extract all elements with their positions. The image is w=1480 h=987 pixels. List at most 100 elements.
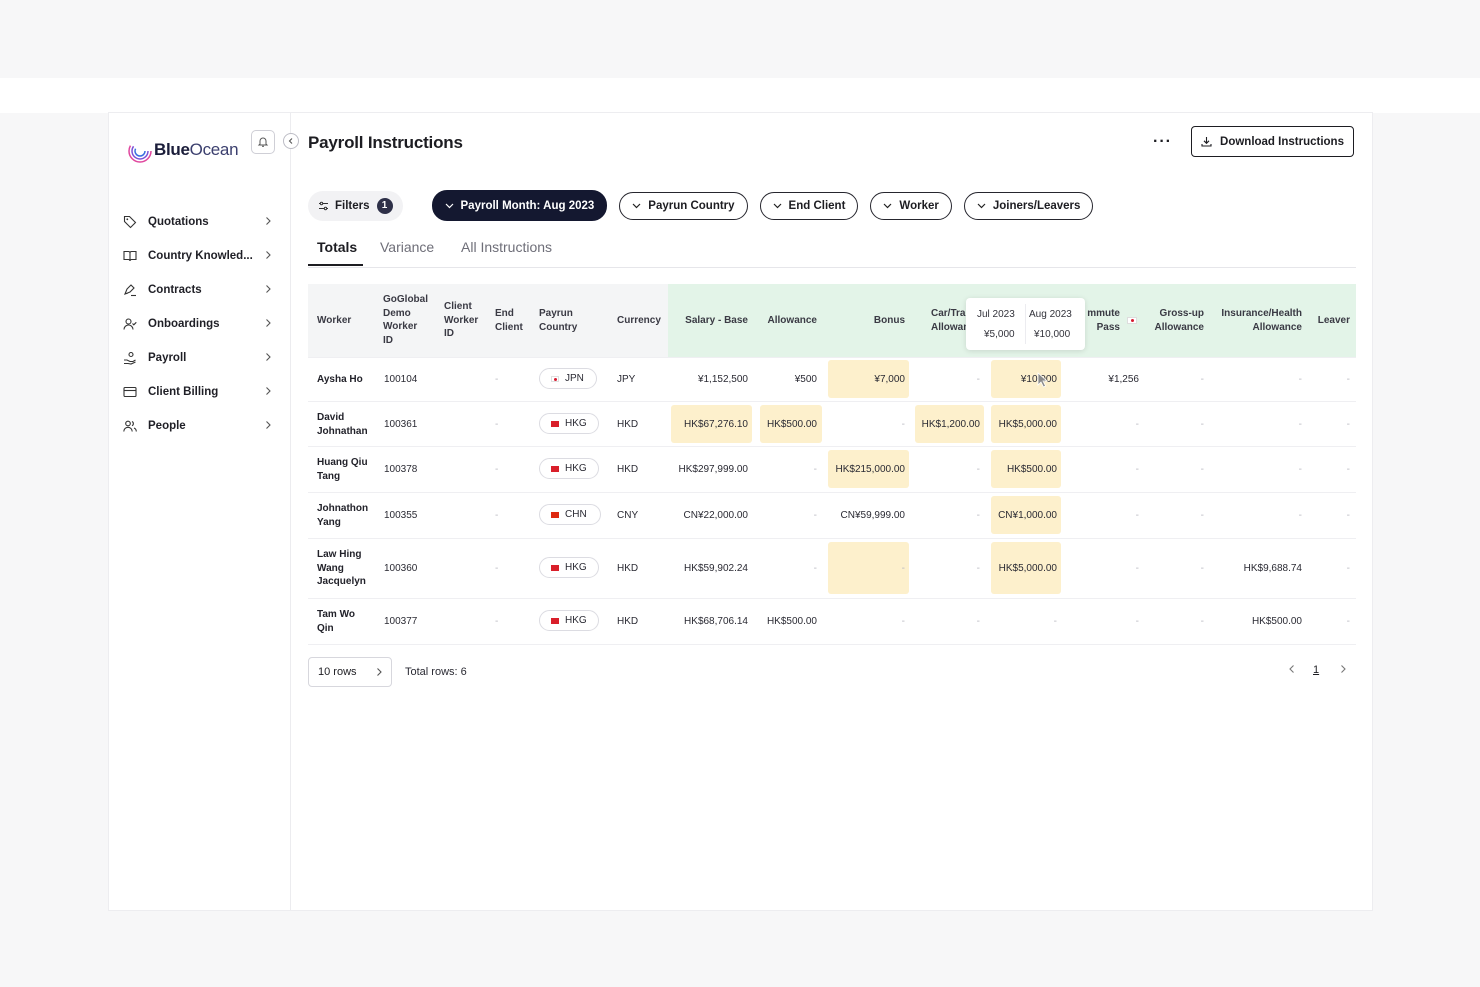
row-car-allowance: - (976, 563, 980, 574)
tab-variance[interactable]: Variance (380, 239, 435, 255)
variance-tooltip: Jul 2023 Aug 2023 ¥5,000 ¥10,000 (966, 298, 1085, 350)
row-car-allowance[interactable]: HK$1,200.00 (921, 419, 980, 430)
row-commute-pass: - (1135, 563, 1139, 574)
row-end-client: - (495, 419, 499, 430)
page-number-1[interactable]: 1 (1313, 664, 1320, 676)
row-divider (308, 492, 1356, 493)
filters-button[interactable]: Filters 1 (308, 190, 403, 221)
row-variance-cell[interactable]: HK$5,000.00 (998, 563, 1057, 574)
row-variance-cell[interactable]: HK$5,000.00 (998, 419, 1057, 430)
col-header-grossup-allowance[interactable]: Gross-up Allowance (1154, 308, 1204, 333)
row-bonus[interactable]: - (901, 563, 905, 574)
chevron-right-icon (264, 250, 272, 263)
sidebar: BlueOcean Quotations Country Knowled... … (109, 113, 299, 910)
sidebar-item-contracts[interactable]: Contracts (109, 273, 290, 307)
row-worker-name[interactable]: David Johnathan (317, 412, 368, 437)
row-grossup: - (1200, 563, 1204, 574)
filter-chip-payroll-month[interactable]: Payroll Month: Aug 2023 (431, 190, 608, 221)
chevron-right-icon (264, 216, 272, 229)
sidebar-item-label: People (148, 420, 186, 432)
changed-cell-highlight (828, 450, 909, 488)
row-worker-name[interactable]: Tam Wo Qin (317, 609, 355, 634)
row-salary-base: HK$68,706.14 (684, 616, 748, 627)
row-worker-name[interactable]: Johnathon Yang (317, 503, 369, 528)
col-header-worker[interactable]: Worker (317, 315, 352, 326)
row-grossup: - (1200, 419, 1204, 430)
download-instructions-button[interactable]: Download Instructions (1191, 126, 1354, 157)
filter-chip-payrun-country[interactable]: Payrun Country (619, 191, 748, 220)
row-divider (308, 401, 1356, 402)
row-bonus[interactable]: HK$215,000.00 (835, 464, 905, 475)
col-header-leaver[interactable]: Leaver (1317, 315, 1350, 326)
cn-flag-icon (551, 511, 559, 518)
col-header-commute-pass[interactable]: mmute Pass (1087, 308, 1120, 333)
row-insurance: HK$9,688.74 (1243, 563, 1302, 574)
row-salary-base[interactable]: HK$67,276.10 (684, 419, 748, 430)
rows-per-page-select[interactable]: 10 rows (308, 657, 392, 687)
col-header-client-worker-id[interactable]: Client Worker ID (444, 301, 479, 339)
row-worker-name[interactable]: Law Hing Wang Jacquelyn (317, 549, 366, 587)
row-allowance: ¥500 (794, 374, 817, 385)
country-badge: CHN (539, 504, 601, 525)
tab-all-instructions[interactable]: All Instructions (461, 239, 553, 255)
filter-chip-end-client[interactable]: End Client (759, 191, 859, 220)
collapse-sidebar-icon[interactable] (283, 133, 299, 149)
col-header-bonus[interactable]: Bonus (873, 315, 905, 326)
next-page-icon[interactable] (1339, 664, 1347, 677)
sidebar-item-payroll[interactable]: Payroll (109, 341, 290, 375)
filter-chip-joiners-leavers[interactable]: Joiners/Leavers (963, 191, 1094, 220)
row-insurance: - (1298, 464, 1302, 475)
prev-page-icon[interactable] (1288, 664, 1296, 677)
bell-icon[interactable] (251, 130, 275, 154)
sidebar-item-people[interactable]: People (109, 409, 290, 443)
row-commute-pass: - (1135, 464, 1139, 475)
filter-chip-worker[interactable]: Worker (870, 191, 952, 220)
logo[interactable]: BlueOcean (127, 137, 239, 163)
changed-cell-highlight (991, 496, 1061, 534)
col-header-salary-base[interactable]: Salary - Base (685, 315, 748, 326)
tab-totals[interactable]: Totals (317, 239, 358, 255)
row-worker-name[interactable]: Aysha Ho (317, 374, 363, 385)
row-leaver: - (1346, 419, 1350, 430)
col-header-insurance-allowance[interactable]: Insurance/Health Allowance (1221, 308, 1302, 333)
row-allowance: - (813, 464, 817, 475)
download-icon (1201, 137, 1212, 147)
row-grossup: - (1200, 616, 1204, 627)
filter-bar: Filters 1 Payroll Month: Aug 2023 Payrun… (308, 190, 1105, 221)
row-worker-id: 100361 (384, 419, 418, 430)
chevron-down-icon (883, 203, 892, 208)
col-header-car-allowance[interactable]: Car/Tra Allowan (931, 308, 970, 333)
country-badge: HKG (539, 610, 599, 631)
top-band (0, 78, 1480, 113)
tab-bar: Totals Variance All Instructions (308, 237, 1356, 268)
row-insurance: HK$500.00 (1251, 616, 1302, 627)
changed-cell-highlight (760, 405, 822, 443)
col-header-currency[interactable]: Currency (617, 315, 661, 326)
col-header-end-client[interactable]: End Client (495, 308, 523, 333)
row-leaver: - (1346, 374, 1350, 385)
sidebar-item-onboardings[interactable]: Onboardings (109, 307, 290, 341)
col-header-allowance[interactable]: Allowance (767, 315, 817, 326)
row-variance-cell[interactable]: CN¥1,000.00 (998, 510, 1057, 521)
chip-label: End Client (788, 199, 846, 212)
col-header-demo-worker-id[interactable]: GoGlobal Demo Worker ID (383, 294, 428, 346)
rows-per-page-value: 10 rows (318, 666, 357, 678)
sidebar-item-country-knowledge[interactable]: Country Knowled... (109, 239, 290, 273)
more-options-icon[interactable]: ··· (1153, 133, 1172, 150)
row-commute-pass: ¥1,256 (1108, 374, 1139, 385)
filters-label: Filters (335, 199, 370, 212)
tooltip-prev-value: ¥5,000 (984, 329, 1015, 340)
row-worker-name[interactable]: Huang Qiu Tang (317, 457, 368, 482)
sidebar-item-quotations[interactable]: Quotations (109, 205, 290, 239)
row-variance-cell[interactable]: HK$500.00 (1006, 464, 1057, 475)
signature-icon (123, 283, 137, 297)
col-header-payrun-country[interactable]: Payrun Country (539, 308, 578, 333)
chip-label: Payrun Country (648, 199, 735, 212)
row-salary-base: ¥1,152,500 (697, 374, 748, 385)
row-commute-pass: - (1135, 616, 1139, 627)
sidebar-item-client-billing[interactable]: Client Billing (109, 375, 290, 409)
row-allowance[interactable]: HK$500.00 (766, 419, 817, 430)
row-bonus[interactable]: ¥7,000 (874, 374, 905, 385)
row-currency: HKD (617, 616, 639, 627)
chevron-down-icon (445, 203, 453, 208)
